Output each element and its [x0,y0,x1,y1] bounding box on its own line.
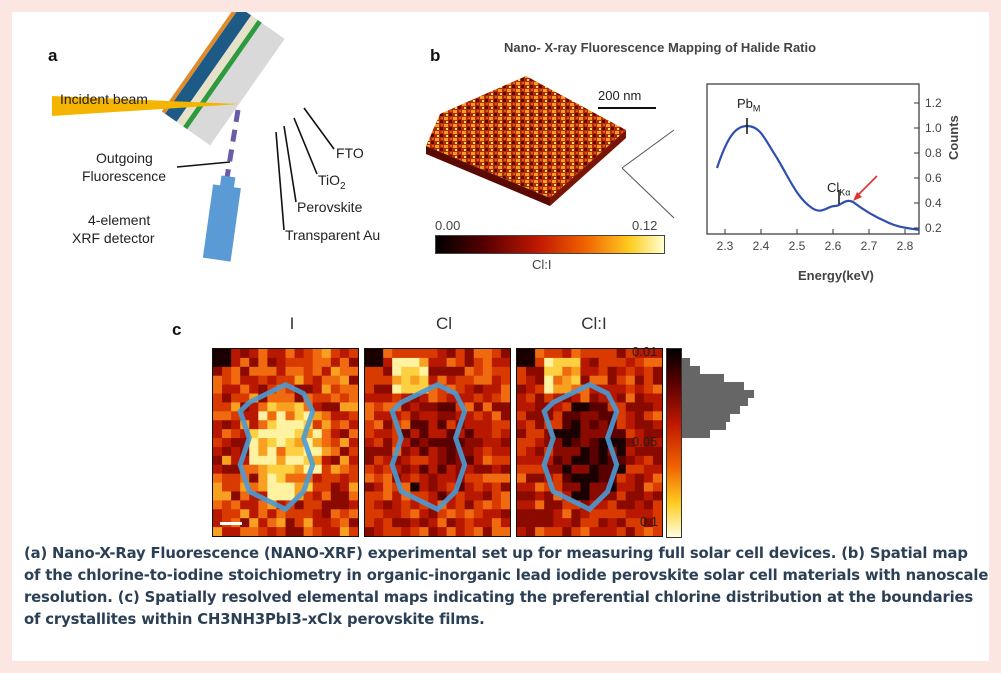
perovskite-label: Perovskite [297,199,363,215]
incident-beam [52,96,240,116]
gold-label: Transparent Au [285,227,381,243]
grain-boundary-outline [541,381,620,513]
colorbar-min: 0.00 [435,218,461,233]
spectrum-xtick: 2.6 [825,239,842,253]
perovskite-layer [165,12,252,122]
xrf-detector [202,184,241,262]
map-iodine [212,348,359,537]
detector-label-line1: 4-element [88,212,151,228]
spectrum-xtick: 2.3 [717,239,734,253]
green-layer [183,19,262,130]
setup-diagram [52,12,335,262]
map-title-cl: Cl [435,314,453,333]
figure-caption: (a) Nano-X-Ray Fluorescence (NANO-XRF) e… [24,545,989,628]
fluorescence-path [223,109,241,185]
gold-layer [161,12,240,114]
incident-beam-label: Incident beam [60,91,148,107]
cl-peak-label: ClKα [827,180,851,198]
pb-peak-label: PbM [737,96,761,114]
panel-c-letter: c [172,320,182,339]
spectrum-line [715,124,920,232]
colorbar-max: 0.12 [632,218,658,233]
c-colorbar-tick-0: 0.01 [632,344,658,359]
cl-i-colorbar [435,235,665,254]
grain-boundary-outline [389,381,468,513]
fto-label: FTO [336,145,364,161]
spectrum-ytick: 0.8 [925,146,942,160]
spectrum-xtick: 2.8 [897,239,914,253]
spectrum-xtick: 2.4 [753,239,770,253]
spectrum-ylabel: Counts [946,115,961,160]
detector-label-line2: XRF detector [72,230,155,246]
panel-a-letter: a [48,46,58,65]
c-colorbar [666,348,682,538]
c-colorbar-tick-1: 0.05 [632,434,658,449]
surface-plot [426,76,626,198]
c-colorbar-tick-2: 0.1 [640,514,659,529]
tio2-label: TiO2 [318,172,346,192]
map-cl-i-ratio [516,348,663,537]
spectrum-xtick: 2.7 [861,239,878,253]
spectrum-plot: 2.3 2.4 2.5 2.6 2.7 2.8 0.2 0.4 0.6 0.8 1.0 1.2 [706,83,942,253]
figure-frame: a Incident beam Outgoing Fluorescence 4-… [12,12,989,661]
ratio-histogram [682,358,754,438]
spectrum-xlabel: Energy(keV) [798,268,874,283]
grain-boundary-outline [237,381,316,513]
spectrum-ytick: 0.6 [925,171,942,185]
map-chlorine [364,348,511,537]
spectrum-ytick: 1.2 [925,96,942,110]
map-title-i: I [289,314,295,333]
map-title-cli: Cl:I [581,314,607,333]
map-scalebar [220,522,242,525]
tio2-layer [176,15,258,127]
spectrum-ytick: 0.2 [925,221,942,235]
outgoing-label-line2: Fluorescence [82,168,167,184]
fto-layer [187,22,285,146]
scalebar-label: 200 nm [598,88,642,103]
panel-b-title: Nano- X-ray Fluorescence Mapping of Hali… [504,40,817,55]
spectrum-ytick: 1.0 [925,121,942,135]
panel-b-letter: b [430,46,441,65]
outgoing-label-line1: Outgoing [96,150,153,166]
surface-map [426,76,675,219]
spectrum-ytick: 0.4 [925,196,942,210]
colorbar-label: Cl:I [532,257,552,272]
spectrum-xtick: 2.5 [789,239,806,253]
